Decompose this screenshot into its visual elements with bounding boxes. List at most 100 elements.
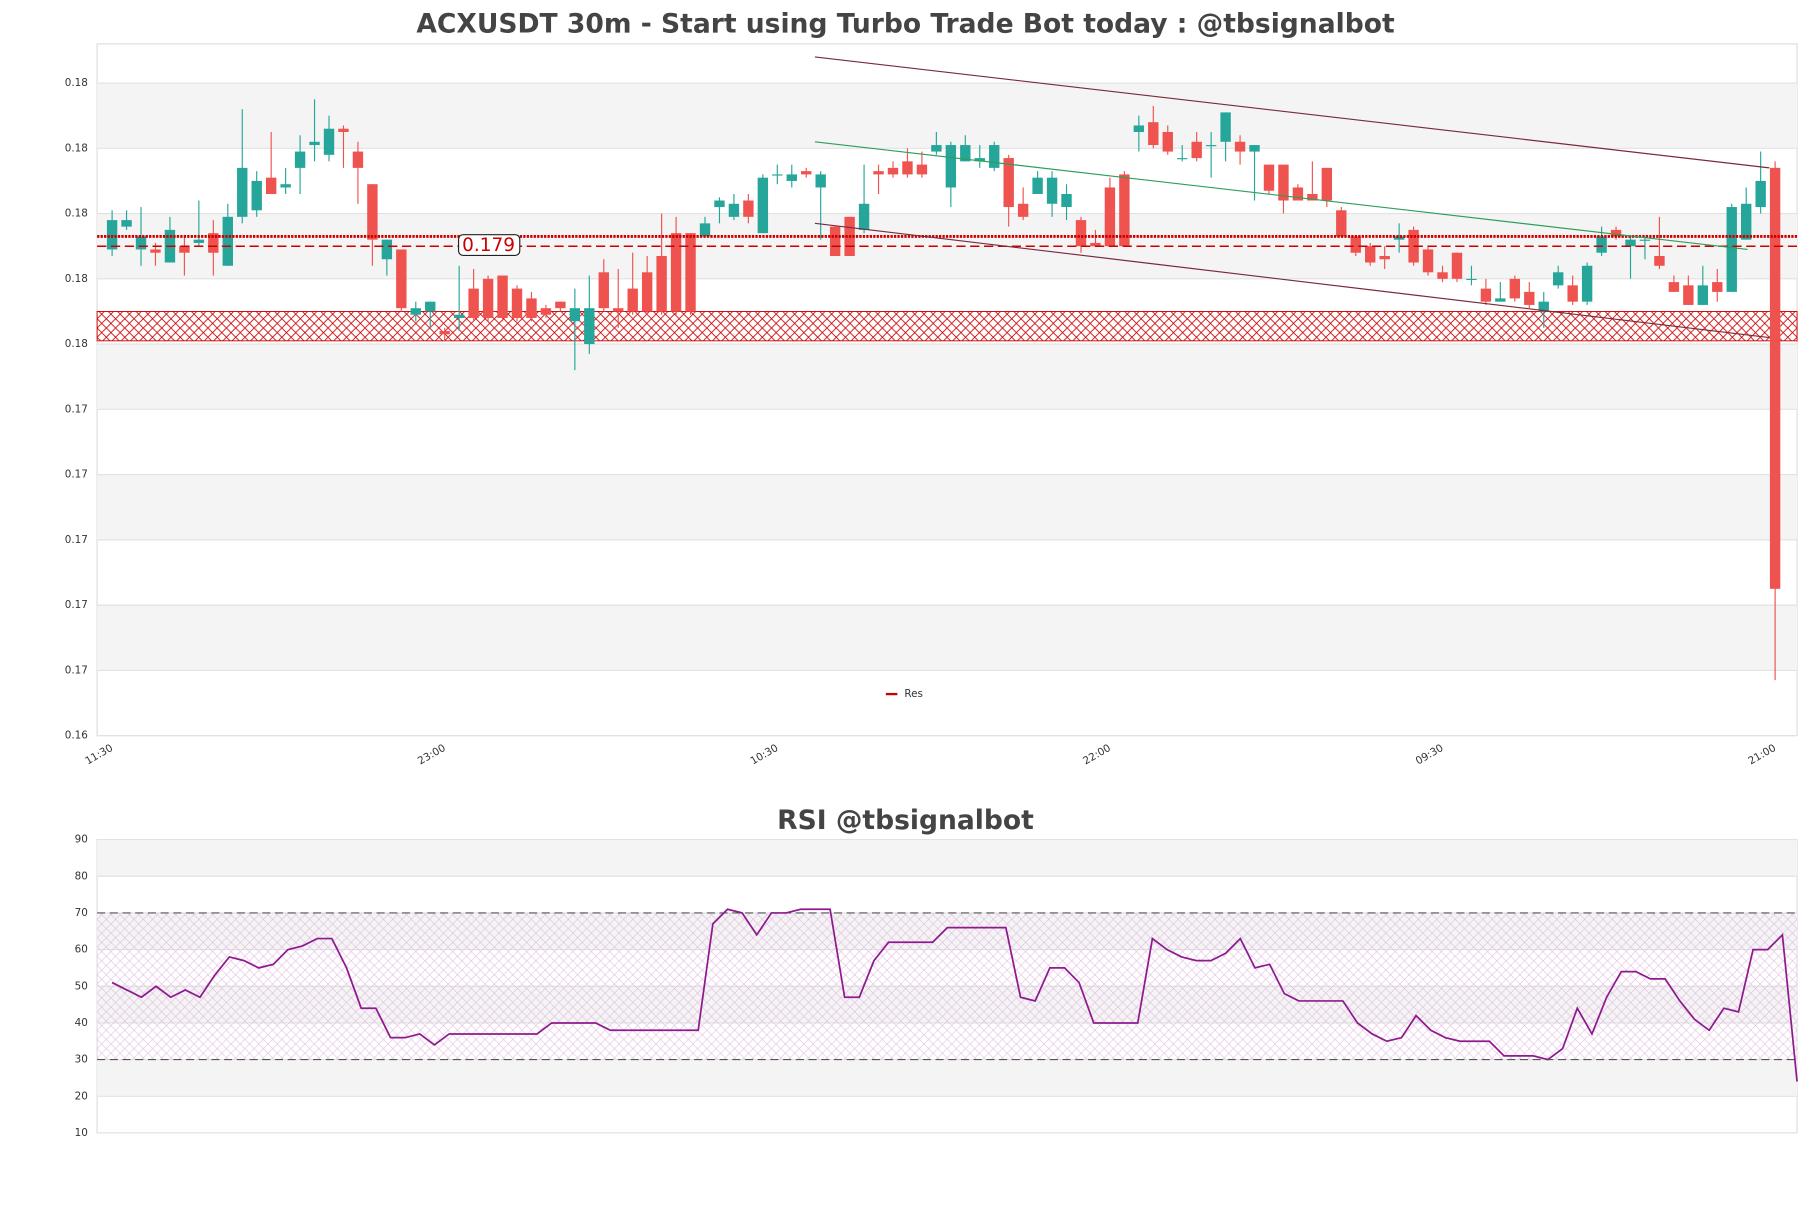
x-tick-label: 09:30 [1414, 742, 1446, 767]
candle-body [945, 145, 957, 188]
candle-body [1654, 255, 1665, 266]
candle-body [1408, 229, 1419, 263]
level-label-box [457, 234, 521, 257]
y-tick-label: 0.17 [65, 534, 88, 546]
candle-body [1755, 180, 1766, 208]
x-tick-label: 11:30 [83, 742, 115, 767]
y-tick-label: 20 [75, 1090, 88, 1102]
y-tick-label: 50 [75, 980, 88, 992]
candle-body [1307, 193, 1318, 201]
candle-body [396, 249, 407, 309]
candle-body [1610, 229, 1622, 237]
candle-body [1466, 278, 1477, 280]
y-tick-label: 0.17 [65, 599, 88, 611]
candle-body [931, 145, 942, 152]
candle-body [468, 288, 479, 318]
candle-body [511, 288, 523, 318]
candle-body [1205, 145, 1217, 147]
candle-body [323, 128, 335, 155]
candle-body [1075, 220, 1087, 247]
candle-body [482, 278, 494, 318]
chart-title: ACXUSDT 30m - Start using Turbo Trade Bo… [416, 8, 1395, 39]
rsi-line [111, 908, 1798, 1082]
candle-body [598, 272, 609, 309]
grid-band [97, 839, 1798, 877]
candle-body [1726, 207, 1737, 292]
candle-body [989, 145, 1000, 168]
candle-body [584, 308, 595, 345]
candle-body [222, 216, 233, 266]
candle-body [887, 167, 899, 175]
candle-body [251, 180, 262, 211]
candle-body [1365, 246, 1376, 263]
candle-body [743, 200, 754, 217]
candle-body [1119, 174, 1130, 247]
rsi-band [97, 912, 1798, 1060]
candle-body [815, 174, 826, 188]
grid-band [97, 605, 1798, 671]
y-tick-label: 40 [75, 1017, 88, 1029]
y-tick-label: 80 [75, 870, 88, 882]
candle-body [150, 249, 161, 253]
candle-body [526, 298, 537, 318]
candle-body [699, 223, 711, 237]
candle-body [135, 236, 147, 250]
candle-body [1639, 239, 1651, 241]
candle-body [540, 308, 552, 315]
candle-body [974, 158, 985, 162]
candle-body [410, 308, 421, 315]
candle-body [1683, 285, 1694, 305]
candle-body [858, 203, 870, 230]
x-tick-label: 10:30 [748, 742, 780, 767]
candle-body [613, 308, 624, 312]
candle-body [193, 239, 205, 243]
candle-body [1148, 122, 1159, 146]
grid-band [97, 474, 1798, 540]
candle-body [1422, 249, 1434, 273]
candle-body [294, 151, 306, 168]
candle-body [1451, 252, 1463, 279]
candle-body [1567, 285, 1578, 302]
candle-body [1741, 203, 1752, 240]
candle-body [179, 246, 190, 253]
candle-body [1379, 255, 1390, 260]
candle-body [1769, 167, 1781, 589]
candle-body [641, 272, 653, 312]
x-tick-label: 23:00 [416, 742, 448, 767]
candle-body [1393, 236, 1405, 240]
y-tick-label: 10 [75, 1127, 88, 1139]
grid-band [97, 83, 1798, 149]
y-tick-label: 0.18 [65, 142, 88, 154]
candle-body [1437, 272, 1448, 279]
candle-body [1017, 203, 1029, 217]
candle-body [656, 255, 667, 312]
candle-body [1336, 210, 1347, 237]
y-tick-label: 0.16 [65, 730, 88, 742]
y-tick-label: 0.17 [65, 469, 88, 481]
candle-body [497, 275, 508, 318]
candle-body [1278, 164, 1289, 201]
candle-body [352, 151, 364, 168]
candle-body [208, 233, 219, 253]
candle-body [1249, 145, 1260, 152]
y-tick-label: 0.17 [65, 403, 88, 415]
y-tick-label: 90 [75, 834, 88, 846]
candle-body [1104, 187, 1116, 247]
candle-body [801, 171, 812, 175]
candle-body [453, 314, 465, 318]
candle-body [265, 177, 277, 194]
candle-body [1321, 167, 1333, 201]
candle-body [280, 184, 291, 188]
candle-body [1003, 158, 1014, 208]
candle-body [1350, 236, 1361, 253]
candle-body [381, 239, 393, 260]
candle-body [1524, 291, 1535, 305]
y-tick-label: 0.18 [65, 338, 88, 350]
candle-body [555, 301, 566, 309]
y-tick-label: 60 [75, 944, 88, 956]
candle-body [1162, 131, 1173, 152]
candle-body [1480, 288, 1492, 302]
candle-body [829, 226, 841, 256]
candle-body [1625, 239, 1636, 247]
